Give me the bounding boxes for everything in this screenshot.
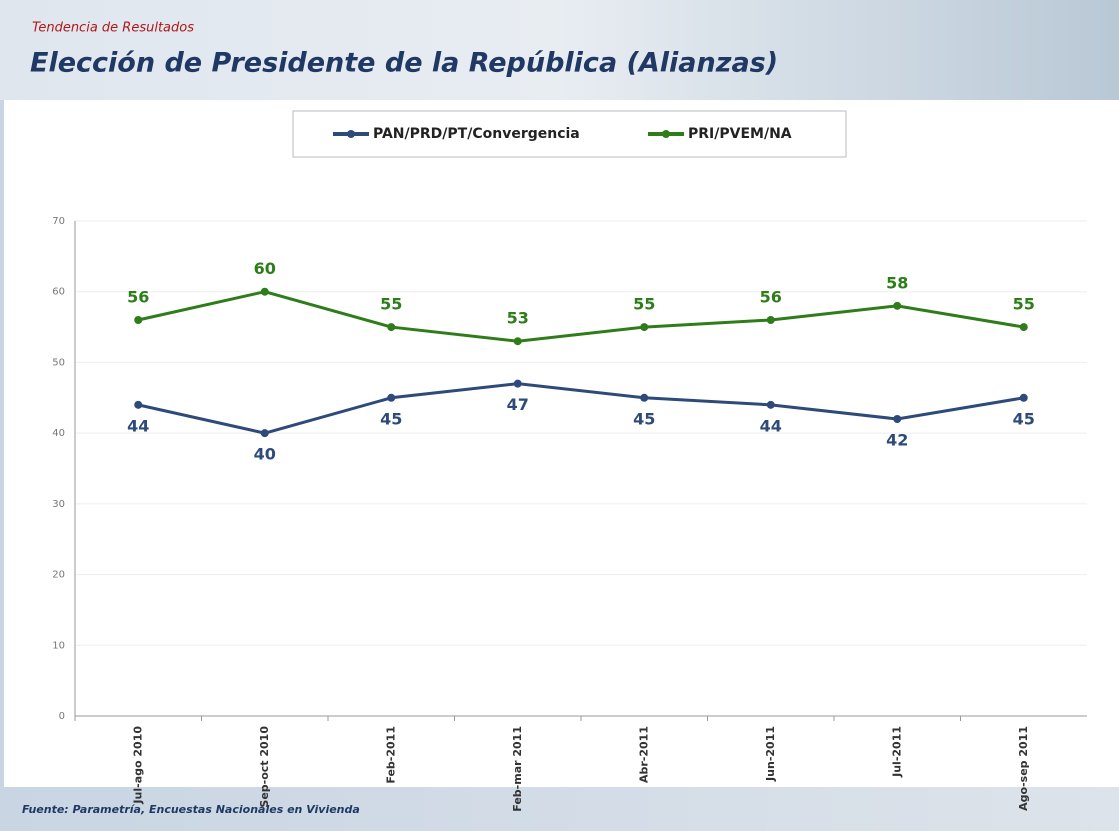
point: [640, 323, 648, 331]
series-line: [138, 292, 1024, 342]
data-label: 56: [760, 288, 782, 307]
y-tick-label: 60: [52, 287, 65, 298]
point: [387, 394, 395, 402]
x-tick-label: Abr-2011: [637, 726, 650, 783]
x-tick-label: Ago-sep 2011: [1017, 726, 1030, 811]
y-tick-label: 20: [52, 570, 65, 581]
y-tick-label: 30: [52, 499, 65, 510]
point: [387, 323, 395, 331]
point: [134, 316, 142, 324]
legend-label: PAN/PRD/PT/Convergencia: [373, 126, 580, 142]
legend-marker: [347, 130, 355, 138]
source: Fuente: Parametría, Encuestas Nacionales…: [22, 803, 360, 816]
page: {"header": {"subtitle": "Tendencia de Re…: [0, 0, 1119, 831]
point: [767, 316, 775, 324]
point: [514, 380, 522, 388]
point: [1020, 323, 1028, 331]
y-tick-label: 50: [52, 357, 65, 368]
point: [134, 401, 142, 409]
x-tick-label: Feb-mar 2011: [511, 726, 524, 812]
series-line: [138, 384, 1024, 434]
point: [893, 302, 901, 310]
legend-marker: [662, 130, 670, 138]
x-tick-label: Jul-2011: [890, 726, 903, 778]
left-edge: [0, 100, 4, 831]
data-label: 47: [507, 395, 529, 414]
data-label: 45: [1013, 409, 1035, 428]
y-tick-label: 40: [52, 428, 65, 439]
point: [893, 415, 901, 423]
data-label: 60: [254, 259, 276, 278]
title: Elección de Presidente de la República (…: [30, 48, 778, 79]
data-label: 42: [886, 431, 908, 450]
y-tick-label: 70: [52, 216, 65, 227]
data-label: 55: [380, 295, 402, 314]
data-label: 56: [127, 288, 149, 307]
plot: 0 10 20 30 40 50 60 70 Jul-ago 2010 Sep-oct 2010 F…: [52, 126, 1087, 812]
y-tick-label: 0: [59, 711, 65, 722]
point: [261, 429, 269, 437]
point: [640, 394, 648, 402]
data-label: 53: [507, 309, 529, 328]
data-label: 58: [886, 273, 908, 292]
point: [514, 337, 522, 345]
point: [767, 401, 775, 409]
data-label: 55: [1013, 295, 1035, 314]
x-tick-label: Jun-2011: [764, 726, 777, 782]
point: [261, 288, 269, 296]
y-tick-label: 10: [52, 640, 65, 651]
point: [1020, 394, 1028, 402]
legend-label: PRI/PVEM/NA: [688, 126, 792, 142]
data-label: 44: [760, 416, 782, 435]
x-tick-label: Sep-oct 2010: [258, 726, 271, 808]
slide: Tendencia de Resultados Elección de Pres…: [0, 0, 1119, 831]
x-tick-label: Jul-ago 2010: [131, 726, 144, 805]
data-label: 40: [254, 445, 276, 464]
data-label: 45: [380, 409, 402, 428]
data-label: 55: [633, 295, 655, 314]
data-label: 45: [633, 409, 655, 428]
subtitle: Tendencia de Resultados: [32, 21, 194, 36]
x-tick-label: Feb-2011: [384, 726, 397, 784]
data-label: 44: [127, 416, 149, 435]
